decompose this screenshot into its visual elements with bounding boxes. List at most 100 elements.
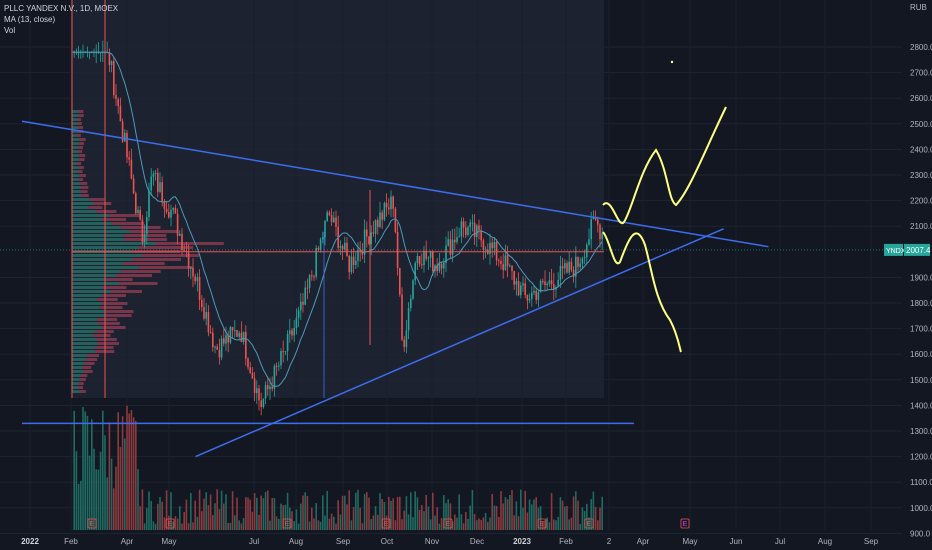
candle-down xyxy=(165,208,168,212)
volume-profile-bar-down xyxy=(97,298,118,301)
price-tick-label: 2800.0 xyxy=(910,43,932,52)
candle-down xyxy=(119,105,122,122)
candle-down xyxy=(385,203,388,208)
volume-bar xyxy=(511,490,513,530)
candle-down xyxy=(291,330,293,336)
volume-bar xyxy=(509,494,511,530)
volume-bar xyxy=(291,511,293,530)
volume-bar xyxy=(311,507,313,530)
time-tick-label: 2 xyxy=(607,537,612,546)
volume-bar xyxy=(161,501,163,530)
candle-down xyxy=(544,281,546,286)
candle-down xyxy=(421,264,423,266)
candle-down xyxy=(163,201,166,209)
volume-bar xyxy=(269,520,271,530)
candle-up xyxy=(575,256,577,277)
volume-bar xyxy=(132,417,135,530)
volume-profile-bar-down xyxy=(96,210,117,213)
symbol-title[interactable]: PLLC YANDEX N.V., 1D, MOEX xyxy=(4,4,119,13)
candle-up xyxy=(484,249,487,251)
volume-bar xyxy=(588,517,590,530)
candle-up xyxy=(284,351,287,353)
volume-profile-bar-down xyxy=(76,134,81,137)
price-axis[interactable]: 2800.0 2700.0 2600.0 2500.0 2400.0 2300.0 2200… xyxy=(884,3,932,538)
candle-up xyxy=(533,290,535,293)
volume-profile-bar-up xyxy=(72,302,103,305)
volume-bar xyxy=(570,517,573,530)
candle-down xyxy=(462,221,465,228)
candle-up xyxy=(179,233,181,236)
volume-profile-bar-up xyxy=(72,222,112,225)
volume-profile-bar-down xyxy=(97,342,119,345)
trendline-lower xyxy=(195,228,724,458)
candle-down xyxy=(139,209,141,220)
volume-profile-bar-up xyxy=(72,174,80,177)
volume-bar xyxy=(350,520,353,530)
volume-bar xyxy=(374,506,377,530)
volume-bar xyxy=(495,506,498,530)
volume-bar xyxy=(238,520,240,530)
candle-down xyxy=(192,267,194,277)
candle-up xyxy=(469,222,471,228)
candle-up xyxy=(557,279,559,287)
volume-profile-bar-down xyxy=(110,290,142,293)
price-tick-label: 1200.0 xyxy=(910,453,932,462)
volume-bar xyxy=(174,516,177,530)
volume-profile-bar-down xyxy=(101,294,127,297)
volume-bar xyxy=(533,499,535,530)
candle-down xyxy=(306,287,309,289)
volume-bar xyxy=(99,451,102,530)
volume-bar xyxy=(436,507,438,530)
volume-profile-bar-up xyxy=(72,150,78,153)
volume-profile-range xyxy=(72,0,604,398)
candle-up xyxy=(539,280,542,293)
candle-down xyxy=(572,269,575,277)
volume-profile-bar-up xyxy=(72,390,80,393)
volume-profile-bar-up xyxy=(72,242,156,245)
candle-down xyxy=(502,264,504,271)
volume-bar xyxy=(124,438,126,530)
candle-up xyxy=(456,237,458,243)
volume-bar xyxy=(427,506,430,530)
volume-profile-bar-up xyxy=(72,294,102,297)
price-tick-label: 2400.0 xyxy=(910,145,932,154)
volume-profile-bar-down xyxy=(79,174,86,177)
candle-down xyxy=(372,232,375,234)
candle-down xyxy=(317,247,320,250)
candle-down xyxy=(247,358,249,368)
volume-bar xyxy=(592,491,595,530)
vol-legend[interactable]: Vol xyxy=(4,26,16,35)
volume-profile-bar-up xyxy=(72,166,79,169)
volume-bar xyxy=(447,499,449,530)
candle-up xyxy=(546,283,548,286)
volume-bar xyxy=(157,503,159,530)
candle-down xyxy=(335,217,337,227)
candle-down xyxy=(359,249,361,252)
price-tick-label: 1000.0 xyxy=(910,504,932,513)
candle-down xyxy=(377,219,379,227)
volume-bar xyxy=(564,506,566,530)
candle-up xyxy=(489,242,491,254)
volume-bar xyxy=(451,521,454,530)
volume-profile-bar-up xyxy=(72,258,132,261)
candle-down xyxy=(550,280,553,285)
candle-up xyxy=(143,233,146,243)
candle-down xyxy=(132,178,135,194)
volume-bar xyxy=(278,518,280,530)
volume-profile-bar-up xyxy=(72,214,110,217)
event-marker-label: E xyxy=(90,521,95,528)
volume-profile-bar-up xyxy=(72,110,79,113)
candle-down xyxy=(352,256,355,265)
candle-down xyxy=(181,233,183,251)
candle-up xyxy=(443,262,445,269)
volume-bar xyxy=(590,499,592,530)
candle-up xyxy=(148,190,150,218)
ma-legend[interactable]: MA (13, close) xyxy=(4,15,56,24)
volume-bar xyxy=(460,514,463,530)
candle-up xyxy=(429,251,432,258)
time-axis[interactable]: 2022 Feb Apr May Jul Aug Sep Oct Nov Dec 2023 Feb 2 A… xyxy=(21,537,879,546)
volume-profile-bar-down xyxy=(77,150,83,153)
volume-bar xyxy=(73,410,75,530)
candle-up xyxy=(319,239,322,250)
